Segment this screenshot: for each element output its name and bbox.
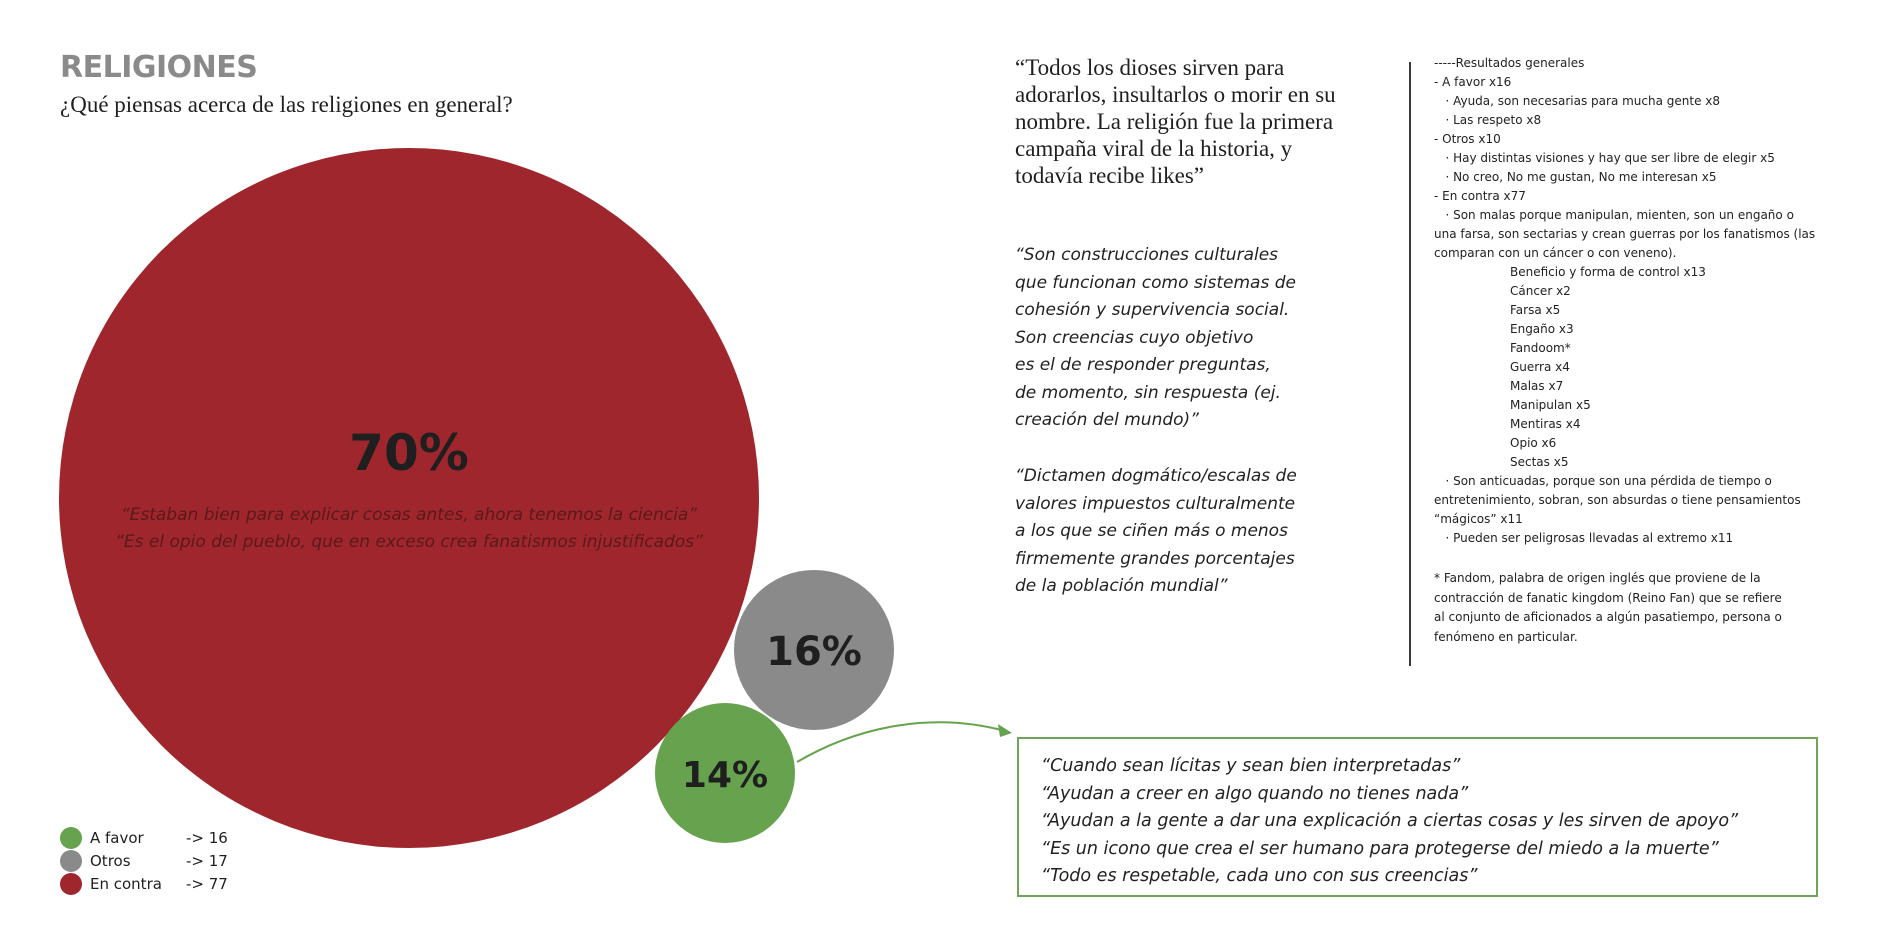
bubble-otros	[734, 570, 894, 730]
connector-arrowhead	[998, 724, 1012, 737]
results-line: - En contra x77	[1434, 189, 1526, 203]
side-quote: “Son construcciones culturales que funci…	[1015, 245, 1296, 430]
connector-arrow	[796, 721, 1006, 763]
bubble-quote: “Es el opio del pueblo, que en exceso cr…	[115, 532, 703, 552]
results-line: -----Resultados generales	[1434, 56, 1585, 70]
legend-swatch	[60, 826, 82, 849]
results-subitem: Beneficio y forma de control x13	[1510, 265, 1706, 279]
results-line: comparan con un cáncer o con veneno).	[1434, 246, 1677, 260]
results-subitem: Engaño x3	[1510, 322, 1574, 336]
legend-label: En contra	[90, 874, 162, 893]
percent-label: 16%	[766, 629, 862, 675]
legend-label: Otros	[90, 851, 131, 870]
results-line: entretenimiento, sobran, son absurdas o …	[1434, 493, 1801, 507]
favor-quote: “Es un icono que crea el ser humano para…	[1041, 838, 1719, 859]
results-line: · No creo, No me gustan, No me interesan…	[1434, 170, 1717, 184]
results-line: una farsa, son sectarias y crean guerras…	[1434, 227, 1816, 241]
section-title: RELIGIONES	[60, 50, 258, 85]
results-subitem: Cáncer x2	[1510, 284, 1571, 298]
legend-label: A favor	[90, 828, 144, 847]
column-divider	[1409, 62, 1411, 666]
survey-question: ¿Qué piensas acerca de las religiones en…	[60, 92, 513, 117]
percent-label: 14%	[682, 755, 768, 796]
headline-quote: “Todos los dioses sirven para adorarlos,…	[1015, 55, 1336, 188]
results-line: · Pueden ser peligrosas llevadas al extr…	[1434, 531, 1734, 545]
results-line: · Son anticuadas, porque son una pérdida…	[1434, 474, 1772, 488]
legend-count: -> 17	[186, 851, 228, 870]
results-subitem: Farsa x5	[1510, 303, 1561, 317]
bubble-chart: 70% 16% 14% “Estaban bien para explicar cos…	[59, 148, 1012, 848]
favor-quote: “Cuando sean lícitas y sean bien interpr…	[1041, 756, 1461, 776]
results-subitem: Malas x7	[1510, 379, 1564, 393]
results-subitem: Guerra x4	[1510, 360, 1570, 374]
favor-quote: “Todo es respetable, cada uno con sus cr…	[1041, 866, 1478, 886]
legend-count: -> 16	[186, 828, 228, 847]
footnote: * Fandom, palabra de origen inglés que p…	[1434, 571, 1782, 644]
legend-item: En contra -> 77	[60, 872, 228, 895]
results-line: · Hay distintas visiones y hay que ser l…	[1434, 151, 1775, 165]
legend-item: A favor -> 16	[60, 826, 228, 849]
bubble-en-contra	[59, 148, 759, 848]
legend: A favor -> 16 Otros -> 17 En contra -> 77	[60, 826, 228, 895]
results-summary: -----Resultados generales - A favor x16 ·…	[1434, 54, 1816, 548]
results-subitem: Opio x6	[1510, 436, 1557, 450]
favor-quote: “Ayudan a creer en algo quando no tienes…	[1041, 783, 1469, 804]
bubble-a-favor	[655, 703, 795, 843]
results-subitem: Manipulan x5	[1510, 398, 1591, 412]
results-line: · Ayuda, son necesarias para mucha gente…	[1434, 94, 1721, 108]
percent-label: 70%	[349, 424, 469, 482]
legend-swatch	[60, 849, 82, 872]
results-line: · Las respeto x8	[1434, 113, 1542, 127]
results-line: · Son malas porque manipulan, mienten, s…	[1434, 208, 1794, 222]
legend-item: Otros -> 17	[60, 849, 228, 872]
results-subitem: Mentiras x4	[1510, 417, 1581, 431]
bubble-quote: “Estaban bien para explicar cosas antes,…	[121, 505, 698, 525]
legend-swatch	[60, 872, 82, 895]
results-subitem: Sectas x5	[1510, 455, 1569, 469]
results-line: “mágicos” x11	[1434, 512, 1523, 526]
results-line: - Otros x10	[1434, 132, 1501, 146]
results-subitem: Fandoom*	[1510, 341, 1571, 355]
results-line: - A favor x16	[1434, 75, 1512, 89]
legend-count: -> 77	[186, 874, 228, 893]
favor-quote: “Ayudan a la gente a dar una explicación…	[1041, 811, 1739, 831]
side-quote: “Dictamen dogmático/escalas de valores i…	[1015, 466, 1297, 596]
favor-quotes-box: “Cuando sean lícitas y sean bien interpr…	[1017, 737, 1818, 897]
